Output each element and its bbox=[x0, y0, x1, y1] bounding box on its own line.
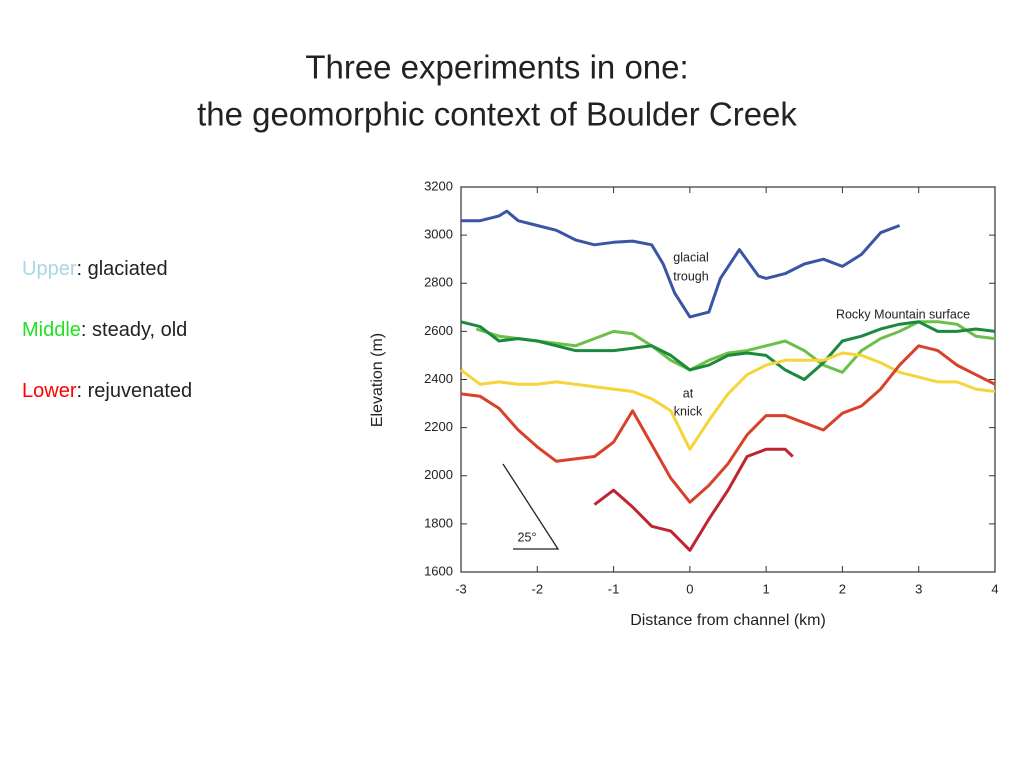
bullet-text: : glaciated bbox=[76, 258, 167, 280]
x-tick-label: 3 bbox=[915, 581, 922, 596]
bullet-term: Middle bbox=[22, 319, 81, 341]
bullet-term: Upper bbox=[22, 258, 77, 280]
slide-title: Three experiments in one: bbox=[305, 49, 688, 86]
y-tick-label: 2600 bbox=[424, 323, 453, 338]
x-axis-title: Distance from channel (km) bbox=[630, 612, 826, 629]
annotation: trough bbox=[673, 269, 708, 283]
bullet-text: : rejuvenated bbox=[76, 380, 192, 402]
slide-title: the geomorphic context of Boulder Creek bbox=[197, 96, 797, 133]
x-tick-label: 2 bbox=[839, 581, 846, 596]
y-tick-label: 3200 bbox=[424, 178, 453, 193]
profile-line bbox=[460, 351, 996, 451]
annotation: Rocky Mountain surface bbox=[836, 307, 970, 321]
y-tick-label: 3000 bbox=[424, 227, 453, 242]
profile-line bbox=[461, 209, 901, 319]
x-tick-label: -1 bbox=[608, 581, 620, 596]
x-tick-label: -3 bbox=[455, 581, 467, 596]
profile-line bbox=[460, 344, 996, 504]
x-tick-label: 4 bbox=[991, 581, 998, 596]
y-tick-label: 2200 bbox=[424, 419, 453, 434]
profile-line bbox=[593, 447, 794, 552]
plot-frame bbox=[460, 186, 996, 573]
annotation: 25° bbox=[518, 530, 537, 544]
bullet-term: Lower bbox=[22, 380, 77, 402]
x-tick-label: -2 bbox=[532, 581, 544, 596]
y-tick-label: 2400 bbox=[424, 371, 453, 386]
x-tick-label: 0 bbox=[686, 581, 693, 596]
y-axis-title: Elevation (m) bbox=[369, 333, 386, 427]
y-tick-label: 2800 bbox=[424, 275, 453, 290]
chart: 1600 1800 2000 2200 2400 2600 2800 3000 3200 -3 -2… bbox=[369, 178, 998, 629]
bullet: Lower: rejuvenated bbox=[22, 380, 192, 402]
bullet-text: : steady, old bbox=[81, 319, 187, 341]
annotation: glacial bbox=[673, 250, 708, 264]
bullet-list: Upper: glaciated Middle: steady, old Lower… bbox=[22, 258, 192, 402]
bullet: Upper: glaciated bbox=[22, 258, 168, 280]
bullet: Middle: steady, old bbox=[22, 319, 187, 341]
y-tick-label: 2000 bbox=[424, 467, 453, 482]
y-tick-label: 1600 bbox=[424, 563, 453, 578]
slope-indicator bbox=[502, 463, 560, 550]
profile-line bbox=[460, 320, 996, 381]
annotation: knick bbox=[674, 404, 703, 418]
annotation: at bbox=[683, 386, 694, 400]
y-tick-label: 1800 bbox=[424, 515, 453, 530]
x-tick-label: 1 bbox=[763, 581, 770, 596]
